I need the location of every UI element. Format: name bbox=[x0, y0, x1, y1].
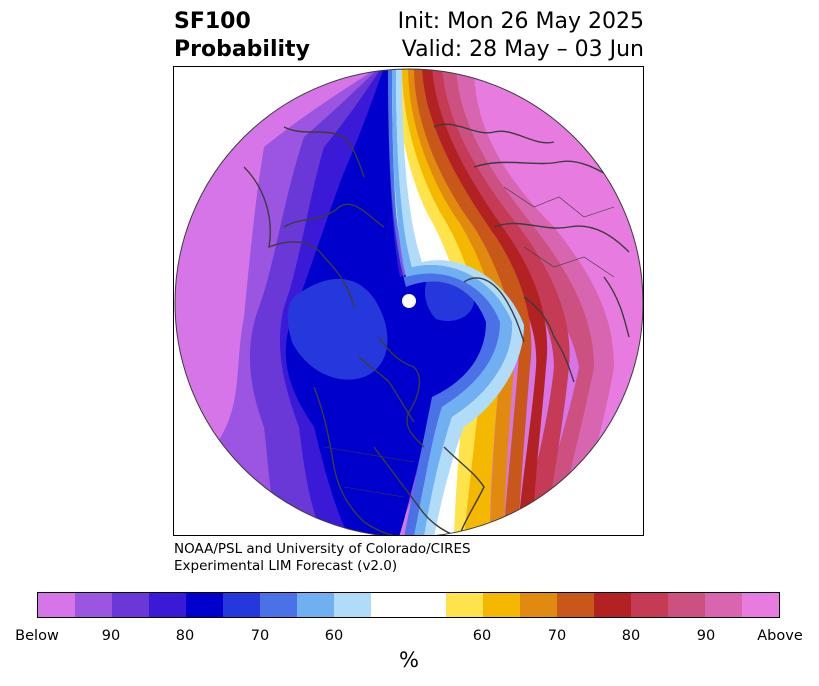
chart-title: SF100 Probability bbox=[174, 8, 310, 64]
field-below-60 bbox=[388, 69, 501, 535]
colorbar-segment-10 bbox=[446, 593, 483, 617]
forecast-dates: Init: Mon 26 May 2025 Valid: 28 May – 03… bbox=[398, 8, 644, 64]
colorbar-segment-5 bbox=[223, 593, 260, 617]
title-line-1: SF100 bbox=[174, 9, 251, 34]
colorbar-segment-13 bbox=[557, 593, 594, 617]
colorbar-segment-15 bbox=[631, 593, 668, 617]
colorbar-tick-label: 60 bbox=[324, 628, 344, 644]
colorbar-segment-1 bbox=[75, 593, 112, 617]
colorbar-segment-3 bbox=[149, 593, 186, 617]
probability-colorbar bbox=[37, 592, 780, 618]
map-disc-edge bbox=[174, 68, 643, 535]
colorbar-segment-6 bbox=[260, 593, 297, 617]
colorbar-segment-16 bbox=[668, 593, 705, 617]
credit-line-1: NOAA/PSL and University of Colorado/CIRE… bbox=[174, 541, 471, 557]
colorbar-segment-17 bbox=[705, 593, 742, 617]
coastlines bbox=[243, 123, 630, 535]
colorbar-tick-label: 60 bbox=[472, 628, 492, 644]
colorbar-unit-label: % bbox=[399, 648, 419, 672]
colorbar-tick-label: 70 bbox=[250, 628, 270, 644]
north-pole-marker bbox=[402, 294, 416, 308]
colorbar-segment-18 bbox=[742, 593, 779, 617]
probability-map-svg bbox=[174, 68, 643, 535]
data-credit: NOAA/PSL and University of Colorado/CIRE… bbox=[174, 541, 471, 575]
colorbar-segment-12 bbox=[520, 593, 557, 617]
field-above-yellow bbox=[394, 69, 483, 535]
colorbar-segment-0 bbox=[38, 593, 75, 617]
colorbar-segment-7 bbox=[297, 593, 334, 617]
colorbar-tick-label: Below bbox=[15, 628, 59, 644]
polar-map bbox=[173, 66, 644, 536]
colorbar-segment-2 bbox=[112, 593, 149, 617]
init-date: Init: Mon 26 May 2025 bbox=[397, 9, 644, 34]
colorbar-tick-label: 90 bbox=[101, 628, 121, 644]
colorbar-tick-label: 90 bbox=[696, 628, 716, 644]
colorbar-segment-14 bbox=[594, 593, 631, 617]
colorbar-tick-label: 80 bbox=[175, 628, 195, 644]
field-above-magenta bbox=[424, 69, 643, 535]
credit-line-2: Experimental LIM Forecast (v2.0) bbox=[174, 558, 398, 574]
colorbar-tick-label: 80 bbox=[621, 628, 641, 644]
probability-fields bbox=[175, 69, 643, 535]
field-below-core bbox=[287, 278, 388, 380]
colorbar-tick-label: 70 bbox=[547, 628, 567, 644]
valid-dates: Valid: 28 May – 03 Jun bbox=[401, 37, 644, 62]
colorbar-segment-4 bbox=[186, 593, 223, 617]
colorbar-segment-11 bbox=[483, 593, 520, 617]
colorbar-segment-9 bbox=[371, 593, 446, 617]
title-line-2: Probability bbox=[174, 37, 310, 62]
field-below-deep bbox=[285, 69, 490, 535]
colorbar-tick-label: Above bbox=[757, 628, 803, 644]
colorbar-segment-8 bbox=[334, 593, 371, 617]
